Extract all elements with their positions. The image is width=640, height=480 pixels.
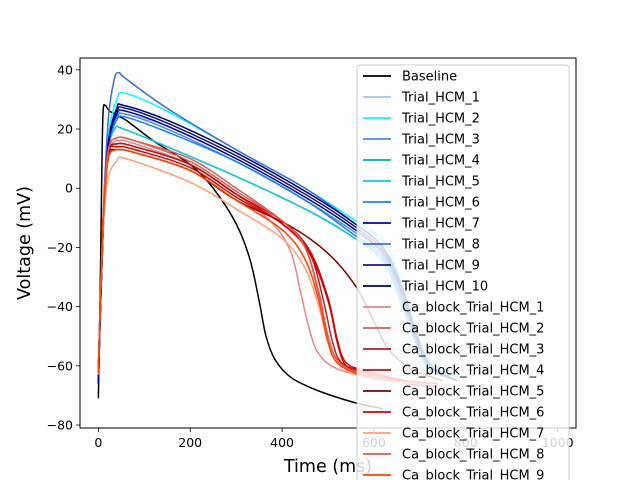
legend-entry: Ca_block_Trial_HCM_5 xyxy=(402,385,544,400)
x-tick-label: 400 xyxy=(270,435,294,450)
legend-entry: Trial_HCM_4 xyxy=(401,154,480,169)
legend-entry: Trial_HCM_2 xyxy=(401,112,480,127)
legend-box xyxy=(356,64,570,480)
legend-entry: Ca_block_Trial_HCM_2 xyxy=(402,322,544,337)
legend-entry: Ca_block_Trial_HCM_7 xyxy=(402,427,544,442)
y-tick-label: 20 xyxy=(57,122,73,137)
y-tick-label: −20 xyxy=(47,240,73,255)
legend-entry: Trial_HCM_10 xyxy=(401,280,488,295)
x-tick-label: 200 xyxy=(178,435,202,450)
y-axis-ticks: −80 −60 −40 −20 0 20 40 xyxy=(47,62,80,433)
legend-entry: Trial_HCM_5 xyxy=(401,175,480,190)
legend-entry: Ca_block_Trial_HCM_8 xyxy=(402,448,544,463)
legend-entry: Trial_HCM_9 xyxy=(401,259,480,274)
series-line-19 xyxy=(97,148,430,385)
y-tick-label: −40 xyxy=(47,299,73,314)
y-tick-label: 0 xyxy=(65,181,73,196)
legend-entry: Ca_block_Trial_HCM_9 xyxy=(402,469,544,480)
plot-frame xyxy=(79,57,577,429)
x-tick-label: 0 xyxy=(94,435,102,450)
legend-entry: Ca_block_Trial_HCM_4 xyxy=(402,364,544,379)
y-axis-label: Voltage (mV) xyxy=(15,186,35,300)
legend-entry: Baseline xyxy=(402,70,457,85)
y-tick-label: −60 xyxy=(47,358,73,373)
legend-entry: Trial_HCM_8 xyxy=(401,238,480,253)
y-tick-label: −80 xyxy=(47,418,73,433)
x-axis-label: Time (ms) xyxy=(283,457,372,477)
legend-entry: Ca_block_Trial_HCM_1 xyxy=(402,301,544,316)
legend-entry: Trial_HCM_3 xyxy=(401,133,480,148)
y-tick-label: 40 xyxy=(57,62,73,77)
legend-entry: Trial_HCM_7 xyxy=(401,217,480,232)
legend-entry: Ca_block_Trial_HCM_3 xyxy=(402,343,544,358)
legend-entry: Trial_HCM_6 xyxy=(401,196,480,211)
legend: Baseline Trial_HCM_1 Trial_HCM_2 Trial_HCM_… xyxy=(356,64,570,480)
legend-entry: Ca_block_Trial_HCM_6 xyxy=(402,406,544,421)
legend-entry: Trial_HCM_1 xyxy=(401,91,480,106)
